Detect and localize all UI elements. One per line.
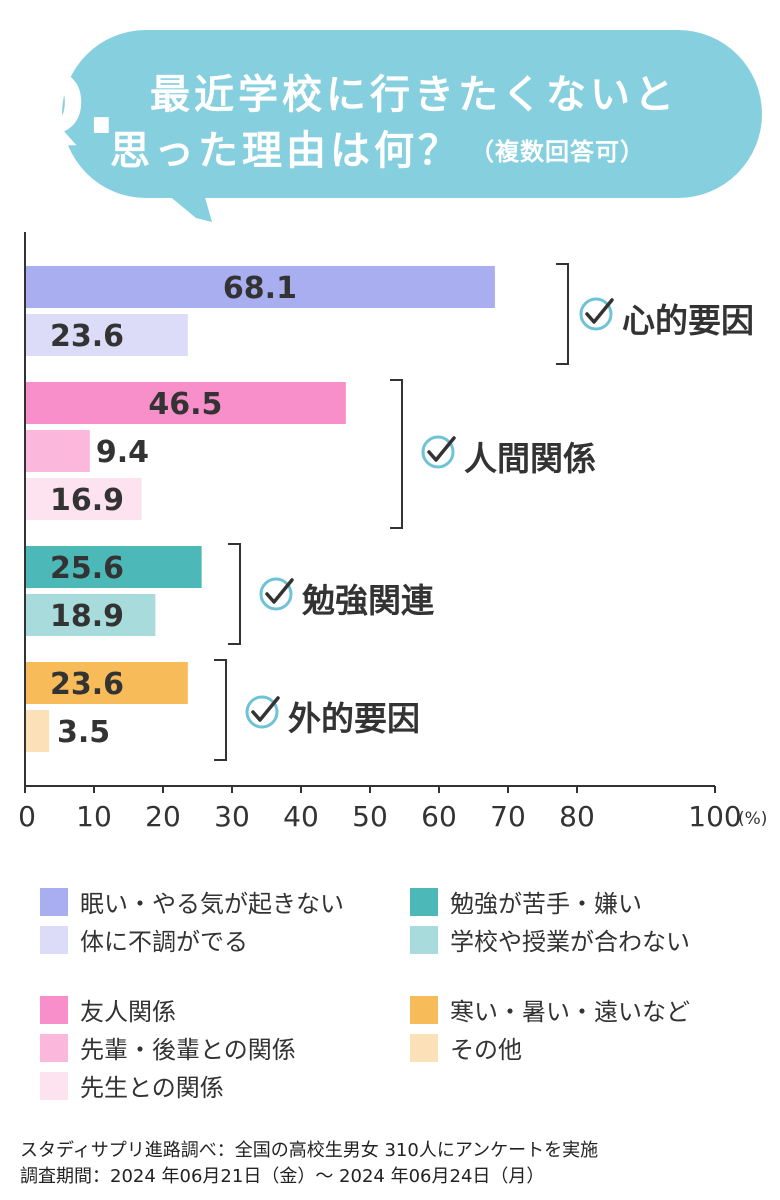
x-tick-label: 70 — [490, 800, 526, 833]
bar — [26, 662, 188, 704]
x-tick-label: 10 — [76, 800, 112, 833]
source-note: スタディサプリ進路調べ：全国の高校生男女 310人にアンケートを実施 調査期間：… — [20, 1138, 598, 1190]
legend-swatch — [410, 887, 438, 916]
question-bubble — [62, 30, 762, 222]
bar — [26, 382, 346, 424]
legend-item: 寒い・暑い・遠いなど — [410, 992, 690, 1027]
x-tick-label: 40 — [283, 800, 319, 833]
group-label: 心的要因 — [622, 301, 754, 340]
legend-label: 体に不調がでる — [80, 928, 248, 956]
group-label: 勉強関連 — [302, 581, 434, 620]
legend-label: 先輩・後輩との関係 — [80, 1036, 296, 1064]
bar-value-label: 3.5 — [57, 715, 110, 750]
survey-period-line: 調査期間：2024 年06月21日（金）～ 2024 年06月24日（月） — [20, 1166, 545, 1187]
question-title-line1: 最近学校に行きたくないと — [150, 72, 678, 118]
bar-series: 68.1 23.6 46.5 9.4 16.9 25.6 18.9 23.6 3.5 — [26, 266, 495, 752]
check-circle-icon — [245, 695, 279, 729]
x-axis-unit: (%) — [738, 809, 767, 829]
legend-item: 先生との関係 — [40, 1068, 224, 1103]
x-tick-label: 80 — [559, 800, 595, 833]
legend-swatch — [410, 995, 438, 1024]
check-mark-icon — [427, 436, 456, 462]
legend-item: 体に不調がでる — [40, 922, 248, 957]
legend-item: 勉強が苦手・嫌い — [410, 884, 642, 919]
bar — [26, 546, 202, 588]
check-circle-icon — [259, 577, 293, 611]
bar — [26, 710, 50, 752]
legend-swatch — [410, 1033, 438, 1062]
bar-value-label: 25.6 — [50, 551, 124, 586]
bar-value-label: 16.9 — [50, 483, 124, 518]
legend-label: 友人関係 — [80, 998, 176, 1026]
legend-label: 眠い・やる気が起きない — [80, 890, 344, 918]
bar-value-label: 68.1 — [223, 271, 297, 306]
legend-item: 友人関係 — [40, 992, 176, 1027]
check-circle-icon — [579, 297, 613, 331]
legend-item: 学校や授業が合わない — [410, 922, 690, 957]
bar-value-label: 18.9 — [50, 599, 124, 634]
x-tick-labels: 0 10 20 30 40 50 60 70 80 100(%) — [18, 786, 767, 833]
bar — [26, 594, 156, 636]
legend-label: その他 — [450, 1036, 522, 1064]
check-mark-icon — [585, 298, 614, 324]
legend-item: その他 — [410, 1030, 522, 1065]
legend-item: 眠い・やる気が起きない — [40, 884, 344, 919]
x-tick-label: 60 — [421, 800, 457, 833]
x-tick-label: 20 — [145, 800, 181, 833]
legend-swatch — [40, 887, 68, 916]
bar — [26, 266, 495, 308]
group-bracket — [214, 659, 227, 761]
bar — [26, 430, 90, 472]
legend-label: 勉強が苦手・嫌い — [450, 890, 642, 918]
question-note: （複数回答可） — [470, 138, 645, 166]
x-tick-label: 30 — [214, 800, 250, 833]
bar — [26, 314, 188, 356]
x-tick-label: 50 — [352, 800, 388, 833]
legend-swatch — [410, 925, 438, 954]
source-line: スタディサプリ進路調べ：全国の高校生男女 310人にアンケートを実施 — [20, 1140, 599, 1161]
group-bracket — [228, 543, 241, 645]
bar-value-label: 9.4 — [96, 435, 149, 470]
check-circle-icon — [421, 435, 455, 469]
question-title-line2: 思った理由は何？ （複数回答可） — [110, 118, 645, 176]
group-label: 外的要因 — [288, 699, 420, 738]
bar-value-label: 46.5 — [148, 387, 222, 422]
legend-swatch — [40, 925, 68, 954]
bar — [26, 478, 142, 520]
legend-label: 学校や授業が合わない — [450, 928, 690, 956]
question-mark-icon: Q. — [14, 55, 118, 153]
group-bracket — [556, 263, 569, 365]
check-mark-icon — [251, 696, 280, 722]
check-mark-icon — [265, 578, 294, 604]
legend-swatch — [40, 1071, 68, 1100]
legend-swatch — [40, 1033, 68, 1062]
bar-value-label: 23.6 — [50, 319, 124, 354]
legend-item: 先輩・後輩との関係 — [40, 1030, 296, 1065]
group-label: 人間関係 — [464, 439, 596, 478]
group-bracket — [390, 379, 403, 529]
x-tick-label: 100 — [688, 800, 741, 833]
legend-label: 先生との関係 — [80, 1074, 224, 1102]
legend-label: 寒い・暑い・遠いなど — [450, 998, 690, 1026]
bar-value-label: 23.6 — [50, 667, 124, 702]
legend-swatch — [40, 995, 68, 1024]
group-brackets — [214, 263, 614, 761]
x-tick-label: 0 — [18, 800, 36, 833]
question-title-text: 思った理由は何？ — [110, 128, 462, 174]
